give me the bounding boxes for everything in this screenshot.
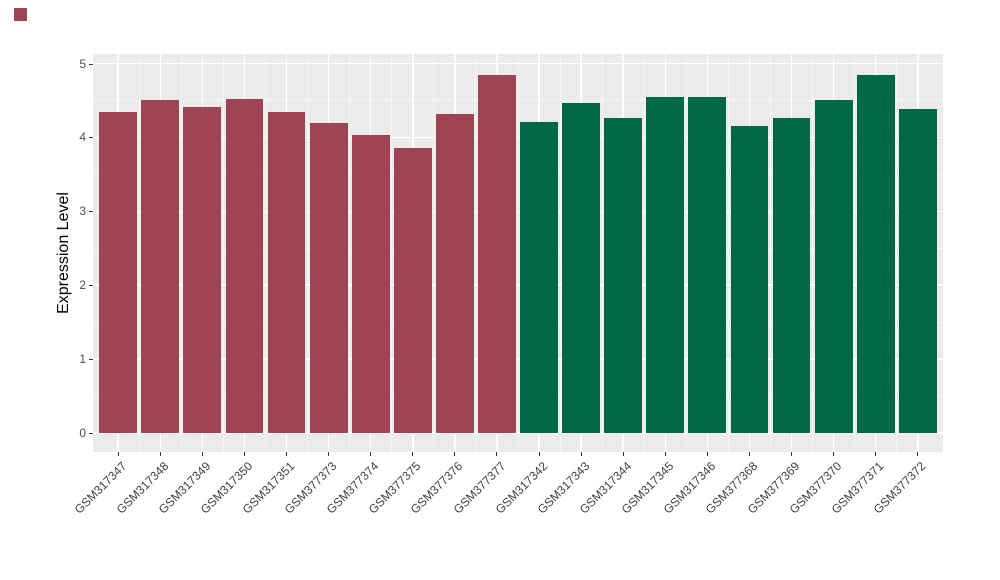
x-axis-tick (117, 452, 119, 456)
bar-GSM377368 (730, 126, 769, 433)
x-axis-tick (580, 452, 582, 456)
x-axis-tick (496, 452, 498, 456)
y-tick-label: 5 (79, 56, 86, 71)
gridline-v-minor (685, 54, 687, 452)
gridline-v-minor (517, 54, 519, 452)
x-axis-tick (833, 452, 835, 456)
y-tick-label: 4 (79, 130, 86, 145)
bar-GSM377373 (309, 123, 348, 433)
x-axis-tick (748, 452, 750, 456)
gridline-v-minor (433, 54, 435, 452)
gridline-v-minor (265, 54, 267, 452)
x-axis-tick (454, 452, 456, 456)
bar-GSM377374 (351, 135, 390, 433)
gridline-v-minor (559, 54, 561, 452)
bar-GSM317344 (604, 118, 643, 433)
x-axis-tick (201, 452, 203, 456)
gridline-v-minor (854, 54, 856, 452)
y-tick-label: 1 (79, 352, 86, 367)
gridline-v-minor (349, 54, 351, 452)
x-axis-tick (159, 452, 161, 456)
gridline-v-minor (180, 54, 182, 452)
y-axis-tick (89, 285, 93, 287)
gridline-v-minor (138, 54, 140, 452)
gridline-v-minor (896, 54, 898, 452)
gridline-v-minor (307, 54, 309, 452)
bar-GSM317345 (646, 97, 685, 433)
gridline-v-minor (727, 54, 729, 452)
y-tick-label: 0 (79, 426, 86, 440)
x-axis-tick (286, 452, 288, 456)
bar-GSM317348 (141, 100, 180, 433)
bar-GSM377372 (898, 109, 937, 433)
gridline-v-minor (391, 54, 393, 452)
bar-GSM317347 (99, 111, 138, 433)
y-tick-label: 2 (79, 278, 86, 293)
gridline-v-minor (601, 54, 603, 452)
y-axis-tick (89, 433, 93, 434)
x-axis-tick (706, 452, 708, 456)
x-axis-tick (328, 452, 330, 456)
bar-GSM317343 (562, 103, 601, 433)
gridline-v-minor (812, 54, 814, 452)
x-axis-tick (370, 452, 372, 456)
gridline-v-minor (769, 54, 771, 452)
y-axis-tick (89, 63, 93, 65)
x-axis-tick (412, 452, 414, 456)
x-axis-tick (917, 452, 919, 456)
corner-marker (14, 8, 27, 21)
plot-panel (93, 54, 943, 452)
bar-GSM317350 (225, 98, 264, 433)
bar-GSM317351 (267, 111, 306, 433)
bar-GSM377371 (856, 74, 895, 433)
bar-GSM317349 (183, 107, 222, 433)
x-axis-tick (875, 452, 877, 456)
gridline-v-minor (643, 54, 645, 452)
y-axis-tick (89, 137, 93, 139)
bar-GSM377369 (772, 118, 811, 433)
bar-GSM377375 (393, 147, 432, 433)
x-axis-tick (243, 452, 245, 456)
gridline-v-minor (475, 54, 477, 452)
y-axis-tick (89, 359, 93, 361)
bar-GSM317342 (520, 121, 558, 433)
y-tick-label: 3 (79, 204, 86, 219)
x-axis-tick (538, 452, 540, 456)
bar-GSM377376 (435, 113, 474, 433)
y-axis-tick (89, 211, 93, 213)
bar-GSM377377 (478, 75, 516, 433)
bar-GSM377370 (814, 100, 853, 433)
x-axis-tick (622, 452, 624, 456)
x-axis-tick (791, 452, 792, 456)
x-axis-tick (664, 452, 666, 456)
gridline-v-minor (222, 54, 224, 452)
bar-GSM317346 (688, 97, 727, 433)
